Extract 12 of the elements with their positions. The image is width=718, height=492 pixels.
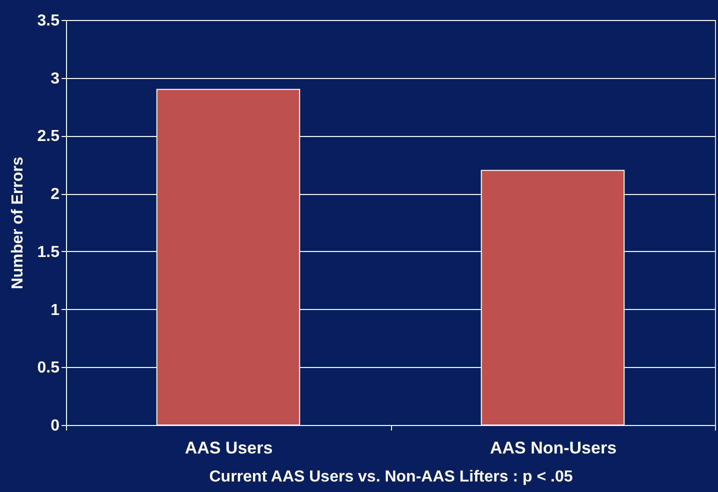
y-tick-label: 1 (50, 302, 60, 319)
x-axis-title: Current AAS Users vs. Non-AAS Lifters : p < .05 (209, 468, 573, 486)
y-tick-label: 2 (50, 186, 60, 204)
y-tick-label: 3 (50, 70, 60, 88)
x-tick-label: AAS Non-Users (490, 438, 617, 458)
y-axis-title: Number of Errors (9, 156, 26, 290)
x-tick-label: AAS Users (184, 438, 273, 458)
y-tick-label: 3.5 (37, 12, 60, 30)
y-tick-label: 1.5 (37, 244, 60, 261)
y-tick-label: 0 (50, 418, 60, 434)
y-tick-label: 0.5 (37, 360, 60, 377)
y-tick-label: 2.5 (37, 128, 60, 146)
